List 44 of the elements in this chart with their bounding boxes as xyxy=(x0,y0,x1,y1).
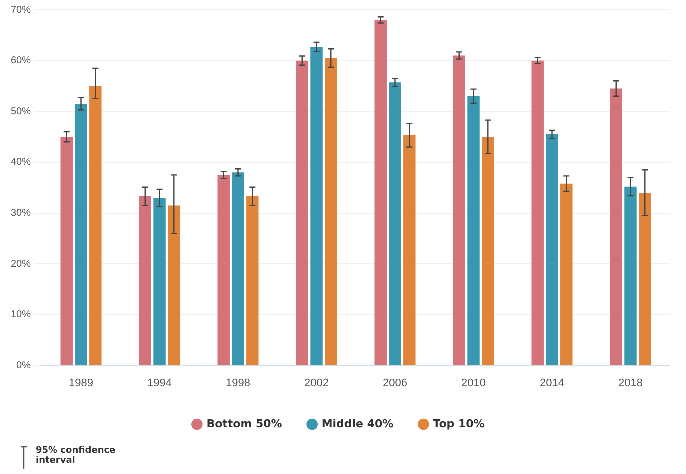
bar xyxy=(610,88,622,366)
bar xyxy=(453,56,466,366)
y-tick-label: 50% xyxy=(11,106,32,118)
y-tick-label: 60% xyxy=(11,56,32,67)
bar xyxy=(639,192,652,366)
x-tick-label: 2010 xyxy=(462,377,486,390)
bar xyxy=(310,47,323,366)
x-tick-label: 2006 xyxy=(383,377,408,390)
y-tick-label: 30% xyxy=(11,208,32,220)
bar xyxy=(404,136,416,366)
bar xyxy=(296,60,308,366)
bar xyxy=(624,186,637,366)
bar xyxy=(232,172,244,366)
bar xyxy=(154,198,166,366)
x-tick-label: 2018 xyxy=(618,377,643,390)
bar xyxy=(389,82,402,366)
legend-label: Middle 40% xyxy=(322,417,394,430)
y-tick-label: 10% xyxy=(11,310,32,321)
bar xyxy=(218,175,230,366)
y-tick-label: 40% xyxy=(11,157,32,168)
x-tick-label: 2014 xyxy=(540,377,564,390)
bar xyxy=(168,206,180,366)
legend-label: Top 10% xyxy=(433,417,485,430)
bar xyxy=(532,60,544,366)
x-tick-label: 1994 xyxy=(148,377,172,390)
y-tick-label: 20% xyxy=(11,258,32,270)
bar xyxy=(139,196,152,366)
bar xyxy=(75,104,88,366)
y-tick-label: 70% xyxy=(11,4,32,16)
x-tick-label: 2002 xyxy=(304,377,329,390)
bar xyxy=(468,96,480,366)
bar xyxy=(482,137,494,366)
bar xyxy=(560,184,573,366)
y-tick-label: 0% xyxy=(16,360,32,372)
x-tick-label: 1998 xyxy=(226,377,250,390)
text: 95% confidence interval xyxy=(36,446,116,466)
bar xyxy=(374,20,387,366)
bar xyxy=(246,196,259,366)
bar xyxy=(546,134,558,366)
legend-label: Bottom 50% xyxy=(206,417,282,430)
x-tick-label: 1989 xyxy=(69,377,94,390)
bar xyxy=(325,58,338,366)
bar xyxy=(90,86,102,366)
bar xyxy=(60,137,73,366)
